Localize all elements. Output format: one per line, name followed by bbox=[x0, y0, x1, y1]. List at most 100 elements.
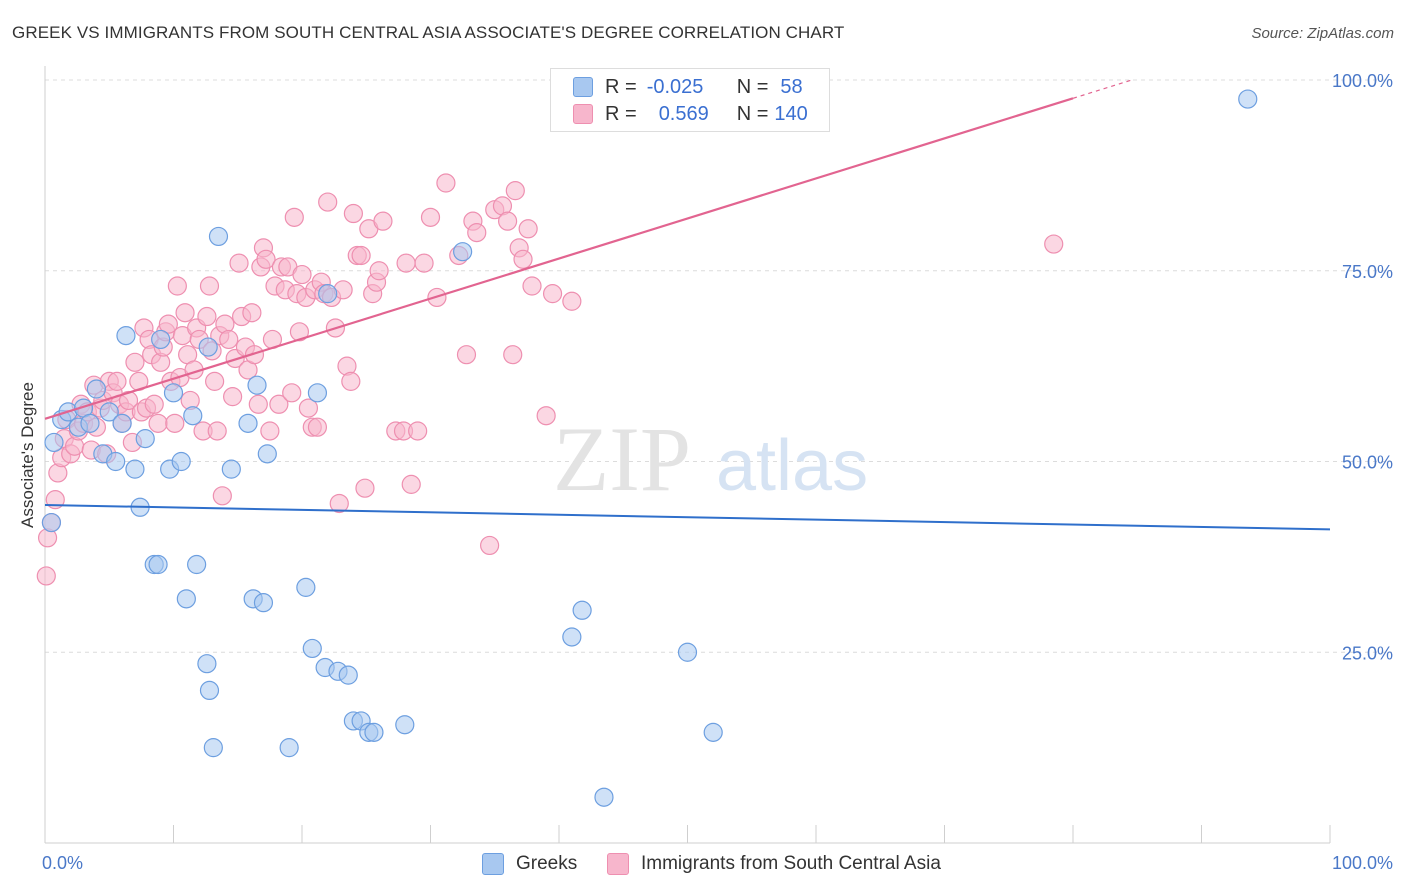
y-tick-label: 75.0% bbox=[1342, 262, 1393, 282]
immigrant-point bbox=[199, 276, 220, 296]
immigrant-point bbox=[505, 181, 525, 201]
greek-point bbox=[176, 589, 196, 609]
greek-point bbox=[171, 451, 191, 472]
greek-point bbox=[247, 375, 267, 395]
greek-point bbox=[208, 226, 229, 247]
y-tick-label: 50.0% bbox=[1342, 453, 1393, 473]
immigrant-point bbox=[343, 203, 363, 224]
immigrant-point bbox=[269, 394, 289, 414]
greek-point bbox=[197, 654, 217, 674]
greek-point bbox=[99, 402, 119, 422]
immigrants-trend-extension bbox=[1072, 79, 1132, 99]
y-tick-label: 100.0% bbox=[1332, 71, 1393, 91]
greek-point bbox=[253, 593, 274, 613]
greek-point bbox=[1238, 89, 1258, 109]
immigrant-point bbox=[229, 253, 249, 273]
immigrant-point bbox=[562, 291, 582, 311]
greek-point bbox=[80, 413, 100, 433]
greek-point bbox=[257, 444, 277, 464]
immigrant-point bbox=[522, 276, 542, 296]
immigrant-point bbox=[536, 406, 556, 426]
immigrant-point bbox=[480, 535, 500, 556]
data-points bbox=[36, 70, 1258, 807]
immigrant-point bbox=[212, 486, 232, 506]
immigrant-point bbox=[298, 398, 319, 418]
stats-row-greeks: R = -0.025 N = 58 bbox=[573, 73, 803, 101]
stats-row-immigrants: R = 0.569 N = 140 bbox=[573, 100, 808, 128]
immigrant-point bbox=[307, 417, 328, 437]
immigrant-point bbox=[1044, 234, 1064, 254]
x-tick-label-min: 0.0% bbox=[42, 853, 83, 873]
immigrant-point bbox=[165, 413, 185, 433]
n-label: N = bbox=[736, 102, 769, 125]
immigrant-point bbox=[284, 207, 304, 227]
greek-point bbox=[187, 554, 207, 575]
immigrant-point bbox=[408, 421, 428, 441]
r-value-greeks: -0.025 bbox=[646, 75, 704, 98]
immigrant-point bbox=[456, 345, 477, 365]
legend-item-immigrants: Immigrants from South Central Asia bbox=[607, 851, 941, 877]
immigrant-point bbox=[223, 387, 243, 407]
greek-point bbox=[86, 379, 107, 399]
immigrant-point bbox=[355, 478, 375, 498]
immigrant-point bbox=[244, 345, 265, 365]
source-label: Source: ZipAtlas.com bbox=[1251, 25, 1394, 42]
immigrant-point bbox=[175, 303, 195, 323]
r-label: R = bbox=[605, 75, 637, 98]
immigrant-point bbox=[467, 223, 487, 243]
immigrant-point bbox=[260, 421, 280, 441]
immigrant-point bbox=[503, 345, 523, 365]
immigrant-point bbox=[107, 371, 127, 391]
greek-point bbox=[125, 459, 145, 479]
immigrant-point bbox=[205, 371, 225, 391]
immigrant-point bbox=[282, 383, 302, 403]
immigrant-point bbox=[242, 303, 262, 323]
greek-point bbox=[135, 429, 155, 449]
immigrant-point bbox=[420, 207, 441, 227]
greeks-legend-swatch bbox=[482, 853, 504, 875]
greek-point bbox=[562, 627, 582, 647]
greek-point bbox=[318, 284, 338, 304]
immigrant-point bbox=[256, 249, 276, 269]
watermark-atlas: atlas bbox=[716, 426, 868, 506]
greek-point bbox=[307, 383, 328, 403]
immigrant-point bbox=[498, 211, 518, 231]
immigrant-point bbox=[148, 413, 168, 433]
r-label: R = bbox=[605, 102, 637, 125]
greek-point bbox=[395, 715, 415, 735]
greek-point bbox=[151, 329, 171, 350]
n-label: N = bbox=[736, 75, 769, 98]
greek-point bbox=[453, 242, 473, 262]
trend-lines bbox=[44, 79, 1331, 531]
greek-point bbox=[338, 665, 358, 685]
immigrant-point bbox=[36, 566, 56, 586]
immigrant-point bbox=[369, 261, 389, 281]
immigrant-point bbox=[292, 264, 312, 285]
immigrant-point bbox=[318, 192, 338, 212]
immigrant-point bbox=[401, 474, 421, 494]
greek-point bbox=[677, 642, 698, 662]
greek-point bbox=[112, 413, 132, 433]
stats-legend: R = -0.025 N = 58 R = 0.569 N = 140 bbox=[550, 68, 830, 132]
immigrant-point bbox=[396, 253, 416, 273]
immigrant-point bbox=[513, 249, 533, 269]
greek-point bbox=[594, 787, 614, 807]
greeks-trend-line bbox=[44, 503, 1331, 531]
immigrant-point bbox=[197, 306, 217, 327]
immigrant-point bbox=[158, 314, 178, 334]
axis-labels: 25.0% 50.0% 75.0% 100.0% 0.0% 100.0% Associate… bbox=[18, 71, 1393, 873]
greek-point bbox=[148, 554, 168, 575]
immigrant-point bbox=[125, 352, 145, 372]
chart-title: GREEK VS IMMIGRANTS FROM SOUTH CENTRAL A… bbox=[12, 23, 845, 42]
immigrant-point bbox=[207, 421, 227, 441]
greek-point bbox=[41, 512, 62, 533]
immigrant-point bbox=[219, 329, 239, 350]
greek-point bbox=[163, 383, 184, 403]
immigrant-point bbox=[118, 390, 139, 411]
greek-point bbox=[279, 738, 299, 758]
y-tick-label: 25.0% bbox=[1342, 643, 1393, 663]
immigrant-point bbox=[518, 219, 538, 239]
greek-point bbox=[183, 406, 203, 426]
greek-point bbox=[296, 577, 316, 597]
